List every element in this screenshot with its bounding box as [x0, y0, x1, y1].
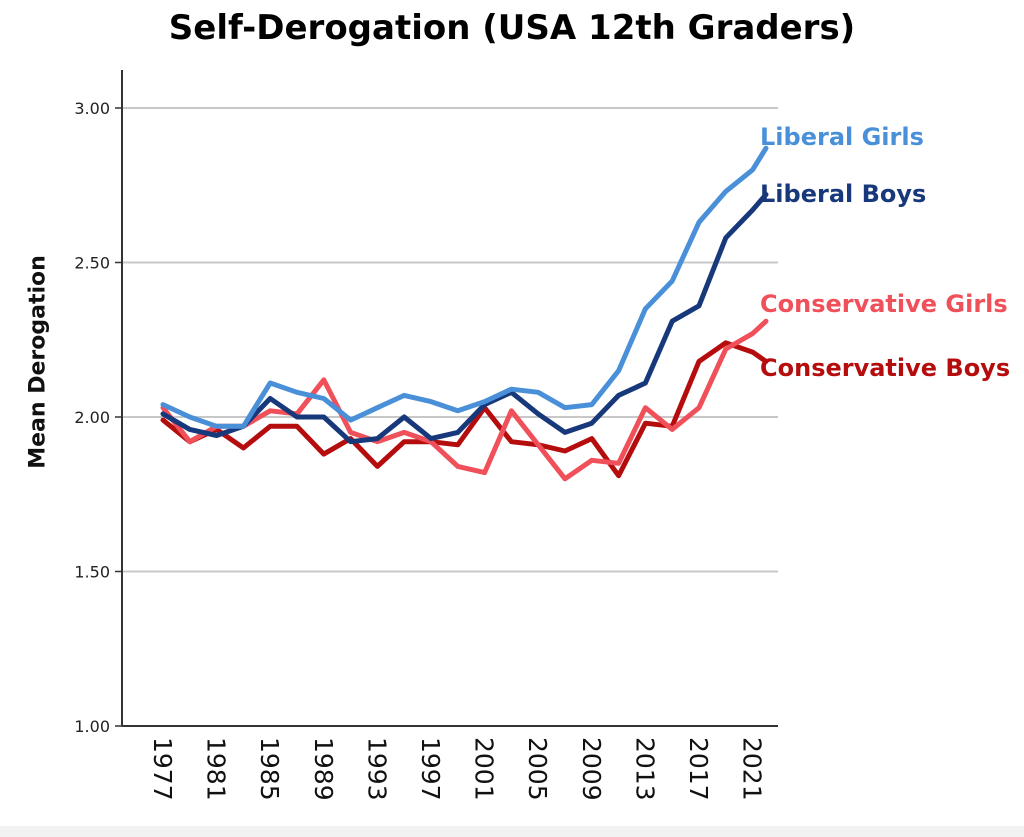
x-tick-label: 2005 — [523, 737, 552, 801]
legend-label-conservative-girls: Conservative Girls — [760, 290, 1008, 318]
x-tick-label: 1977 — [148, 737, 177, 801]
x-tick-label: 1997 — [416, 737, 445, 801]
y-tick-label: 1.50 — [74, 563, 110, 582]
x-tick-label: 1981 — [202, 737, 231, 801]
x-tick-label: 2001 — [470, 737, 499, 801]
legend-label-liberal-boys: Liberal Boys — [760, 180, 926, 208]
x-tick-label: 2013 — [630, 737, 659, 801]
y-tick-label: 2.00 — [74, 408, 110, 427]
series-line-conservative-girls — [160, 318, 769, 482]
legend-label-conservative-boys: Conservative Boys — [760, 354, 1010, 382]
y-tick-label: 1.00 — [74, 717, 110, 736]
x-tick-label: 1993 — [362, 737, 391, 801]
series-line-liberal-boys — [160, 192, 769, 445]
y-tick-label: 2.50 — [74, 254, 110, 273]
x-tick-label: 2021 — [738, 737, 767, 801]
x-tick-label: 1989 — [309, 737, 338, 801]
x-tick-label: 2009 — [577, 737, 606, 801]
series-line-conservative-boys — [160, 340, 769, 479]
legend-label-liberal-girls: Liberal Girls — [760, 123, 924, 151]
series-line-liberal-girls — [160, 145, 769, 429]
x-tick-label: 2017 — [684, 737, 713, 801]
bottom-band — [0, 826, 1024, 837]
y-tick-label: 3.00 — [74, 99, 110, 118]
x-tick-label: 1985 — [255, 737, 284, 801]
chart-title: Self-Derogation (USA 12th Graders) — [168, 8, 856, 48]
